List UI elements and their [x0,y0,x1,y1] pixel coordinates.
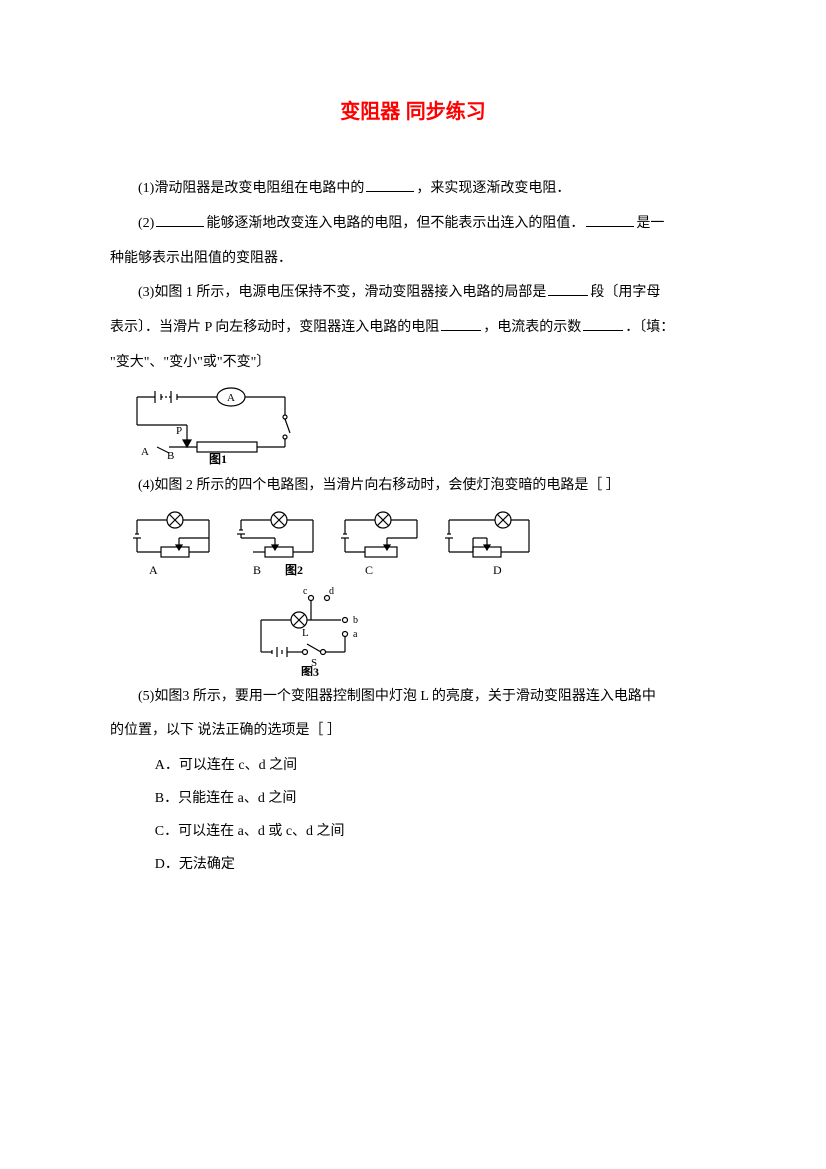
q2-blank1 [156,213,204,227]
fig2-B: B 图2 [231,508,323,580]
option-D: D．无法确定 [110,850,716,881]
q4: (4)如图 2 所示的四个电路图，当滑片向右移动时，会使灯泡变暗的电路是［ ］ [110,471,716,502]
fig2-C: C [335,508,427,580]
q3-e: ．〔填： [625,320,674,335]
q2-b: 能够逐渐地改变连入电路的电阻，但不能表示出连入的阻值． [206,216,584,231]
q2: (2) 能够逐渐地改变连入电路的电阻，但不能表示出连入的阻值． 是一 [110,209,716,240]
q3-line2: 表示〕．当滑片 P 向左移动时，变阻器连入电路的电阻 ，电流表的示数 ．〔填： [110,313,716,344]
q1-suffix: ，来实现逐渐改变电阻． [416,181,570,196]
q1-blank [366,178,414,192]
q3-d: ，电流表的示数 [483,320,581,335]
figure-2-group: A B 图2 [127,508,716,676]
fig2-D: D [439,508,539,580]
option-B: B．只能连在 a、d 之间 [110,784,716,815]
option-A: A．可以连在 c、d 之间 [110,751,716,782]
q5-line2: 的位置，以下 说法正确的选项是［ ］ [110,716,716,747]
option-C: C．可以连在 a、d 或 c、d 之间 [110,817,716,848]
svg-text:图3: 图3 [301,665,319,676]
svg-text:c: c [303,586,308,597]
svg-text:A: A [227,392,235,404]
q2-c: 是一 [636,216,664,231]
svg-text:图2: 图2 [285,563,303,577]
svg-text:L: L [302,627,309,639]
q3-line3: "变大"、"变小"或"不变"〕 [110,348,716,379]
q1-prefix: (1)滑动阻器是改变电阻组在电路中的 [138,181,364,196]
q3-blank1 [548,282,588,296]
figure-3: c d b a L S 图3 [247,584,397,676]
svg-text:A: A [149,563,158,577]
q3-blank2 [441,317,481,331]
svg-text:B: B [253,563,261,577]
fig1-label-B: B [167,450,174,462]
svg-text:D: D [493,563,502,577]
q3-blank3 [583,317,623,331]
svg-text:a: a [353,629,358,640]
svg-text:d: d [329,586,334,597]
svg-text:b: b [353,615,358,626]
fig1-label-A: A [141,446,149,458]
q3-c: 表示〕．当滑片 P 向左移动时，变阻器连入电路的电阻 [110,320,439,335]
q5-line1: (5)如图3 所示，要用一个变阻器控制图中灯泡 L 的亮度，关于滑动变阻器连入电… [110,682,716,713]
q2-a: (2) [138,216,154,231]
q2-cont: 种能够表示出阻值的变阻器． [110,244,716,275]
svg-text:C: C [365,563,373,577]
fig1-label-P: P [176,425,182,437]
q3: (3)如图 1 所示，电源电压保持不变，滑动变阻器接入电路的局部是 段〔用字母 [110,278,716,309]
q3-a: (3)如图 1 所示，电源电压保持不变，滑动变阻器接入电路的局部是 [138,285,546,300]
figure-1: A P A B 图1 [127,385,716,465]
q3-b: 段〔用字母 [590,285,660,300]
fig2-A: A [127,508,219,580]
page-title: 变阻器 同步练习 [110,90,716,134]
q2-blank2 [586,213,634,227]
fig1-caption: 图1 [209,452,227,465]
q1: (1)滑动阻器是改变电阻组在电路中的 ，来实现逐渐改变电阻． [110,174,716,205]
